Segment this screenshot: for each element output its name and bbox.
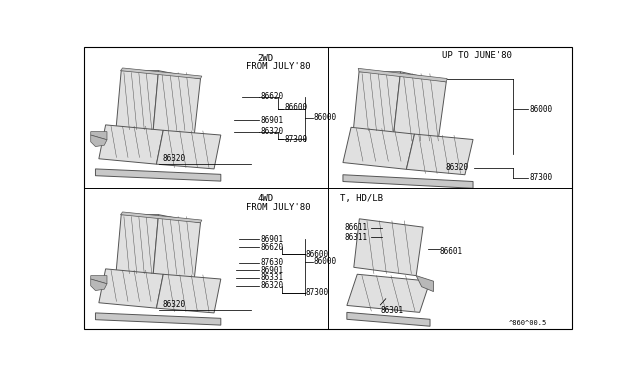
Text: 4WD: 4WD — [257, 194, 273, 203]
Polygon shape — [353, 72, 401, 133]
Text: 86320: 86320 — [445, 163, 468, 172]
Text: 86320: 86320 — [260, 281, 284, 290]
Polygon shape — [95, 313, 221, 325]
Polygon shape — [416, 276, 433, 292]
Text: 86301: 86301 — [380, 306, 403, 315]
Polygon shape — [394, 72, 446, 143]
Text: ^860^00.5: ^860^00.5 — [509, 320, 547, 326]
Polygon shape — [91, 279, 107, 291]
Polygon shape — [358, 68, 447, 82]
Text: 86620: 86620 — [260, 92, 284, 101]
Polygon shape — [99, 269, 163, 308]
Polygon shape — [354, 219, 423, 276]
Text: 86311: 86311 — [345, 232, 368, 242]
Polygon shape — [156, 274, 221, 313]
Text: 86901: 86901 — [260, 235, 284, 244]
Polygon shape — [91, 132, 107, 140]
Text: FROM JULY'80: FROM JULY'80 — [246, 203, 311, 212]
Polygon shape — [153, 71, 200, 140]
Text: 86000: 86000 — [314, 257, 337, 266]
Text: 86901: 86901 — [260, 116, 284, 125]
Polygon shape — [99, 125, 163, 164]
Text: 86611: 86611 — [345, 224, 368, 232]
Text: UP TO JUNE'80: UP TO JUNE'80 — [442, 51, 512, 60]
Text: 86320: 86320 — [260, 127, 284, 136]
Polygon shape — [116, 71, 159, 132]
Text: 87300: 87300 — [530, 173, 553, 182]
Polygon shape — [95, 169, 221, 181]
Text: 86320: 86320 — [163, 301, 186, 310]
Polygon shape — [153, 215, 200, 284]
Polygon shape — [120, 68, 202, 79]
Text: 86331: 86331 — [260, 273, 284, 282]
Text: 86000: 86000 — [314, 113, 337, 122]
Polygon shape — [120, 212, 202, 223]
Polygon shape — [347, 312, 430, 326]
Polygon shape — [116, 215, 159, 276]
Polygon shape — [343, 127, 415, 169]
Text: T, HD/LB: T, HD/LB — [340, 194, 383, 203]
Text: 86320: 86320 — [163, 154, 186, 163]
Text: 86600: 86600 — [284, 103, 307, 112]
Polygon shape — [406, 134, 473, 175]
Text: 87630: 87630 — [260, 258, 284, 267]
Polygon shape — [91, 276, 107, 284]
Polygon shape — [156, 130, 221, 169]
Text: 87300: 87300 — [284, 135, 307, 144]
Text: 86620: 86620 — [260, 243, 284, 251]
Polygon shape — [91, 135, 107, 147]
Text: 86901: 86901 — [260, 266, 284, 275]
Text: 86601: 86601 — [440, 247, 463, 256]
Polygon shape — [343, 175, 473, 188]
Text: 86600: 86600 — [306, 250, 329, 259]
Text: 86000: 86000 — [530, 105, 553, 113]
Text: 87300: 87300 — [306, 288, 329, 297]
Text: FROM JULY'80: FROM JULY'80 — [246, 62, 311, 71]
Text: 2WD: 2WD — [257, 54, 273, 63]
Polygon shape — [347, 274, 430, 312]
